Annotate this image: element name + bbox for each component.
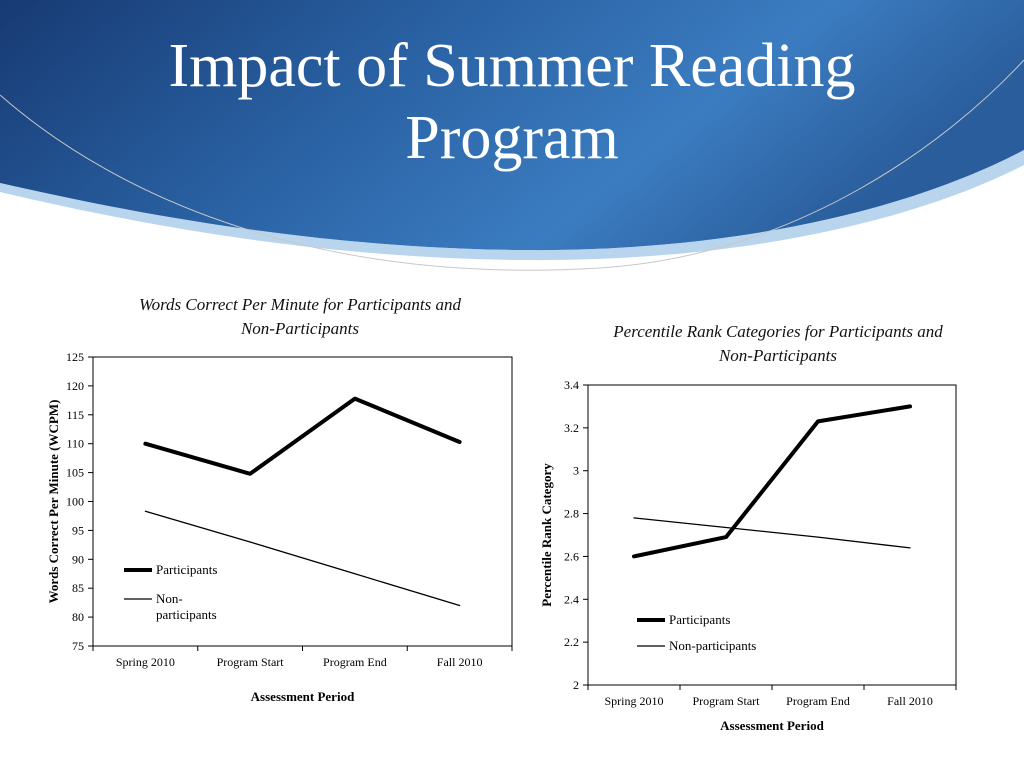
chart1-x-axis-title: Assessment Period	[251, 689, 355, 704]
chart2-title-line1: Percentile Rank Categories for Participa…	[613, 322, 943, 341]
chart2-x-axis-title: Assessment Period	[720, 718, 824, 733]
chart2-legend-label: Participants	[669, 612, 730, 627]
chart1-y-tick-label: 115	[66, 408, 84, 422]
chart1-y-tick-label: 100	[66, 495, 84, 509]
chart1-legend-label: Participants	[156, 562, 217, 577]
chart2-legend-label: Non-participants	[669, 638, 756, 653]
chart1-y-tick-label: 90	[72, 552, 84, 566]
chart2-y-tick-label: 3	[573, 464, 579, 478]
chart1-plot-frame	[92, 356, 513, 647]
chart1-title: Words Correct Per Minute for Participant…	[100, 293, 500, 341]
chart2-y-tick-label: 2.6	[564, 549, 579, 563]
chart2-title: Percentile Rank Categories for Participa…	[578, 320, 978, 368]
chart1-y-tick-label: 75	[72, 639, 84, 653]
chart1-title-line2: Non-Participants	[240, 319, 360, 338]
chart1-y-axis-title: Words Correct Per Minute (WCPM)	[46, 400, 61, 604]
chart1-y-tick-label: 125	[66, 350, 84, 364]
chart2-y-tick-label: 2.2	[564, 635, 579, 649]
chart1-x-tick-label: Program End	[323, 655, 387, 669]
chart1-y-tick-label: 110	[66, 437, 84, 451]
chart2-x-tick-label: Fall 2010	[887, 694, 933, 708]
chart1-y-tick-label: 85	[72, 581, 84, 595]
chart1-series-non-participants-line	[144, 510, 461, 607]
chart2-y-tick-label: 3.2	[564, 421, 579, 435]
chart1-legend-label-line2: participants	[156, 607, 217, 622]
chart1-x-tick-label: Spring 2010	[116, 655, 175, 669]
slide-title-line2: Program	[405, 104, 619, 172]
chart2-series-non-participants-line	[633, 517, 911, 549]
chart1-series-participants-line	[143, 396, 462, 476]
chart2-x-tick-label: Program Start	[693, 694, 761, 708]
header-thin-curve	[0, 59, 1024, 271]
chart2-y-tick-label: 2.4	[564, 592, 579, 606]
chart2-plot-frame	[587, 384, 957, 686]
chart2-y-tick-label: 3.4	[564, 378, 579, 392]
chart1-x-tick-label: Fall 2010	[437, 655, 483, 669]
chart1-y-tick-label: 120	[66, 379, 84, 393]
chart2-x-tick-label: Program End	[786, 694, 850, 708]
chart2-title-line2: Non-Participants	[718, 346, 838, 365]
chart2-y-axis-title: Percentile Rank Category	[539, 463, 554, 607]
slide-title-line1: Impact of Summer Reading	[168, 32, 856, 100]
chart1-y-tick-label: 80	[72, 610, 84, 624]
chart1-title-line1: Words Correct Per Minute for Participant…	[138, 295, 462, 314]
chart1-y-tick-label: 95	[72, 523, 84, 537]
slide-title: Impact of Summer Reading Program	[62, 30, 962, 174]
chart1-x-tick-label: Program Start	[217, 655, 285, 669]
header-swoosh	[0, 0, 1024, 251]
chart2-x-tick-label: Spring 2010	[604, 694, 663, 708]
chart2-y-tick-label: 2	[573, 678, 579, 692]
chart1-legend-label-line1: Non-	[156, 591, 183, 606]
header-background	[0, 0, 1024, 271]
chart2-y-tick-label: 2.8	[564, 507, 579, 521]
chart2-series-participants-line	[632, 404, 912, 559]
chart1-y-tick-label: 105	[66, 466, 84, 480]
